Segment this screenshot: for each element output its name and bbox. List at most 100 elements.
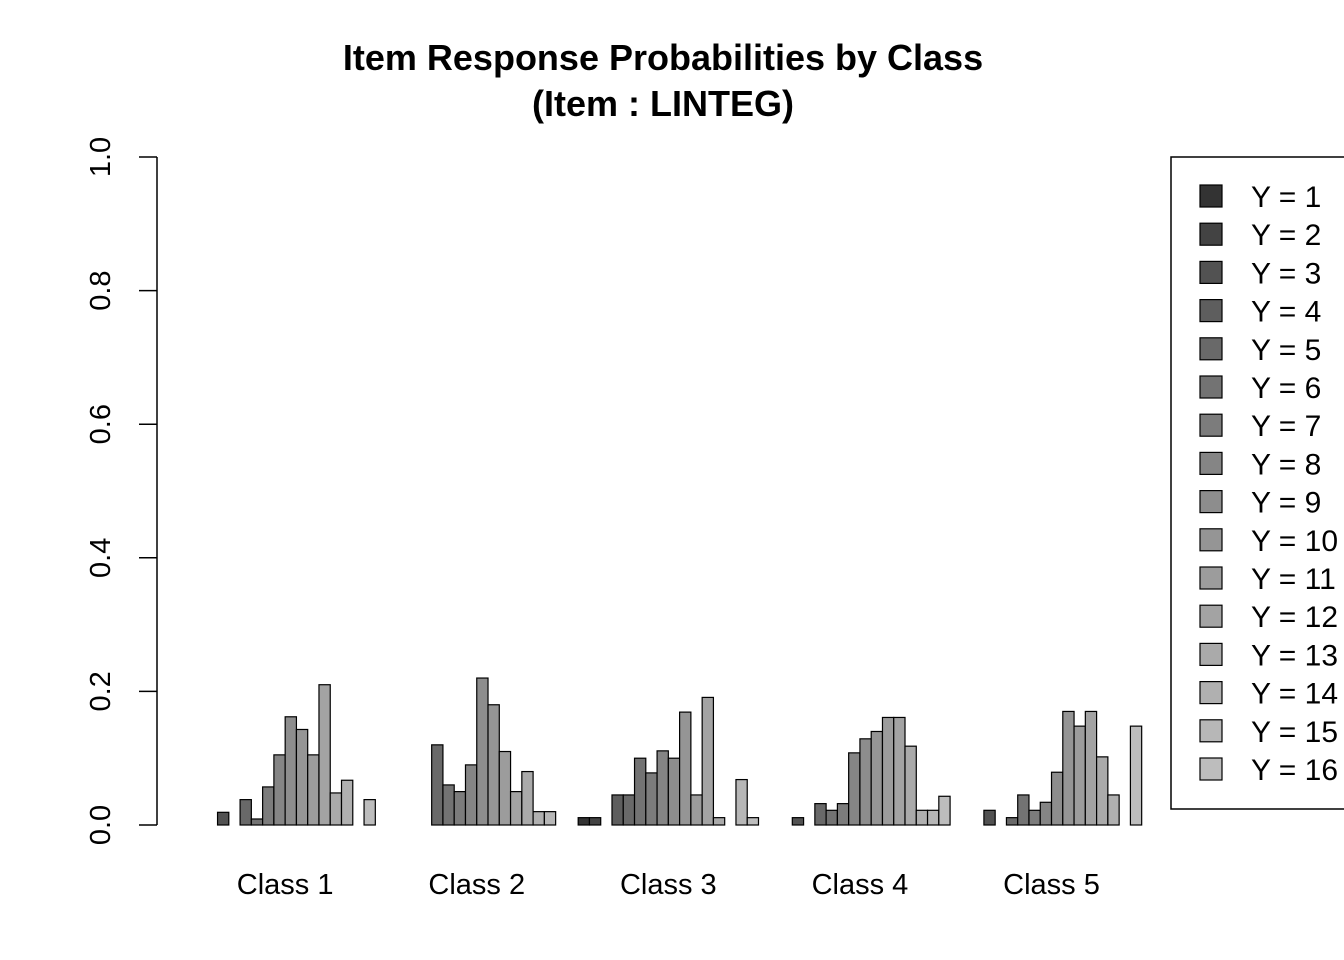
legend-label: Y = 15	[1251, 716, 1338, 749]
x-category-label: Class 3	[620, 869, 717, 901]
legend-swatch	[1199, 184, 1223, 208]
bar	[904, 745, 917, 826]
legend-label: Y = 16	[1251, 754, 1338, 787]
bar	[859, 738, 872, 826]
legend-swatch	[1199, 451, 1223, 475]
bar	[521, 770, 534, 826]
legend-label: Y = 6	[1251, 372, 1321, 405]
bar	[1084, 710, 1098, 826]
legend-swatch	[1199, 528, 1223, 552]
bar	[318, 684, 331, 826]
legend-label: Y = 5	[1251, 334, 1321, 367]
bar	[645, 772, 658, 826]
legend-label: Y = 8	[1251, 448, 1321, 481]
bar	[622, 794, 636, 826]
bar	[284, 716, 298, 826]
legend-label: Y = 3	[1251, 257, 1321, 290]
bars-group	[216, 677, 1143, 826]
bar	[633, 757, 647, 826]
y-tick-label: 0.4	[85, 538, 117, 578]
x-category-label: Class 4	[812, 869, 909, 901]
legend-swatch	[1199, 490, 1223, 514]
bar	[498, 750, 512, 826]
legend-swatch	[1199, 375, 1223, 399]
bar	[915, 809, 929, 826]
bar	[712, 817, 726, 826]
legend-swatch	[1199, 299, 1223, 323]
y-tick-label: 0.2	[85, 671, 117, 711]
bar	[340, 779, 354, 826]
bar	[1005, 817, 1019, 826]
bar	[295, 728, 309, 826]
legend-swatch	[1199, 642, 1223, 667]
bar	[273, 754, 286, 826]
y-tick-label: 0.6	[85, 404, 117, 444]
bar	[735, 778, 748, 826]
legend-label: Y = 2	[1251, 219, 1321, 252]
bar	[938, 795, 951, 826]
bar	[983, 809, 996, 826]
bar	[791, 817, 805, 826]
bar	[543, 811, 557, 826]
y-tick-label: 0.8	[85, 270, 117, 310]
bar	[848, 752, 861, 826]
legend-label: Y = 7	[1251, 410, 1321, 443]
x-category-label: Class 5	[1003, 869, 1100, 901]
legend-swatch	[1199, 604, 1223, 628]
bar	[667, 757, 681, 826]
x-category-label: Class 1	[237, 869, 334, 901]
legend-swatch	[1199, 413, 1223, 437]
bar	[476, 677, 489, 826]
legend-label: Y = 11	[1251, 563, 1336, 596]
bar	[442, 784, 455, 826]
y-tick-label: 1.0	[85, 137, 117, 177]
legend-label: Y = 10	[1251, 525, 1338, 558]
bar	[532, 811, 545, 826]
legend-label: Y = 14	[1251, 678, 1338, 711]
bar	[701, 696, 715, 826]
y-axis: 0.0 0.2 0.4 0.6 0.8 1.0	[85, 137, 158, 845]
bar	[746, 817, 760, 826]
legend-label: Y = 9	[1251, 487, 1321, 520]
bar	[431, 744, 444, 826]
bar	[1050, 771, 1064, 826]
legend-label: Y = 4	[1251, 296, 1321, 329]
bar	[1028, 809, 1041, 826]
bar	[690, 794, 703, 826]
bar	[329, 792, 343, 826]
bar	[926, 809, 940, 826]
bar	[250, 818, 264, 826]
bar	[453, 790, 467, 826]
bar	[487, 704, 500, 826]
legend-label: Y = 12	[1251, 601, 1338, 634]
bar	[611, 794, 624, 826]
legend: Y = 1 Y = 2 Y = 3 Y = 4 Y = 5 Y = 6 Y = 7 Y = 8…	[1170, 156, 1344, 810]
bar	[577, 817, 591, 826]
bar	[307, 754, 320, 826]
legend-swatch	[1199, 222, 1223, 246]
chart-subtitle: (Item : LINTEG)	[532, 83, 794, 124]
bar	[509, 790, 523, 826]
bar	[1062, 710, 1075, 826]
bar	[588, 817, 602, 826]
legend-swatch	[1199, 337, 1223, 361]
bar	[464, 764, 478, 826]
bar	[363, 799, 376, 826]
legend-swatch	[1199, 719, 1223, 743]
legend-swatch	[1199, 757, 1223, 781]
bar	[679, 711, 692, 826]
bar	[1073, 725, 1086, 826]
y-tick-label: 0.0	[85, 805, 117, 845]
bar	[239, 799, 252, 826]
bar	[1107, 794, 1120, 826]
legend-label: Y = 1	[1251, 181, 1321, 214]
bar	[1017, 794, 1030, 826]
category-labels: Class 1 Class 2 Class 3 Class 4 Class 5	[237, 869, 1100, 901]
bar	[870, 730, 884, 826]
bar	[1039, 801, 1053, 826]
bar	[881, 716, 895, 826]
bar	[814, 803, 827, 826]
legend-box	[1170, 156, 1344, 810]
legend-swatch	[1199, 260, 1223, 284]
bar	[216, 811, 230, 826]
